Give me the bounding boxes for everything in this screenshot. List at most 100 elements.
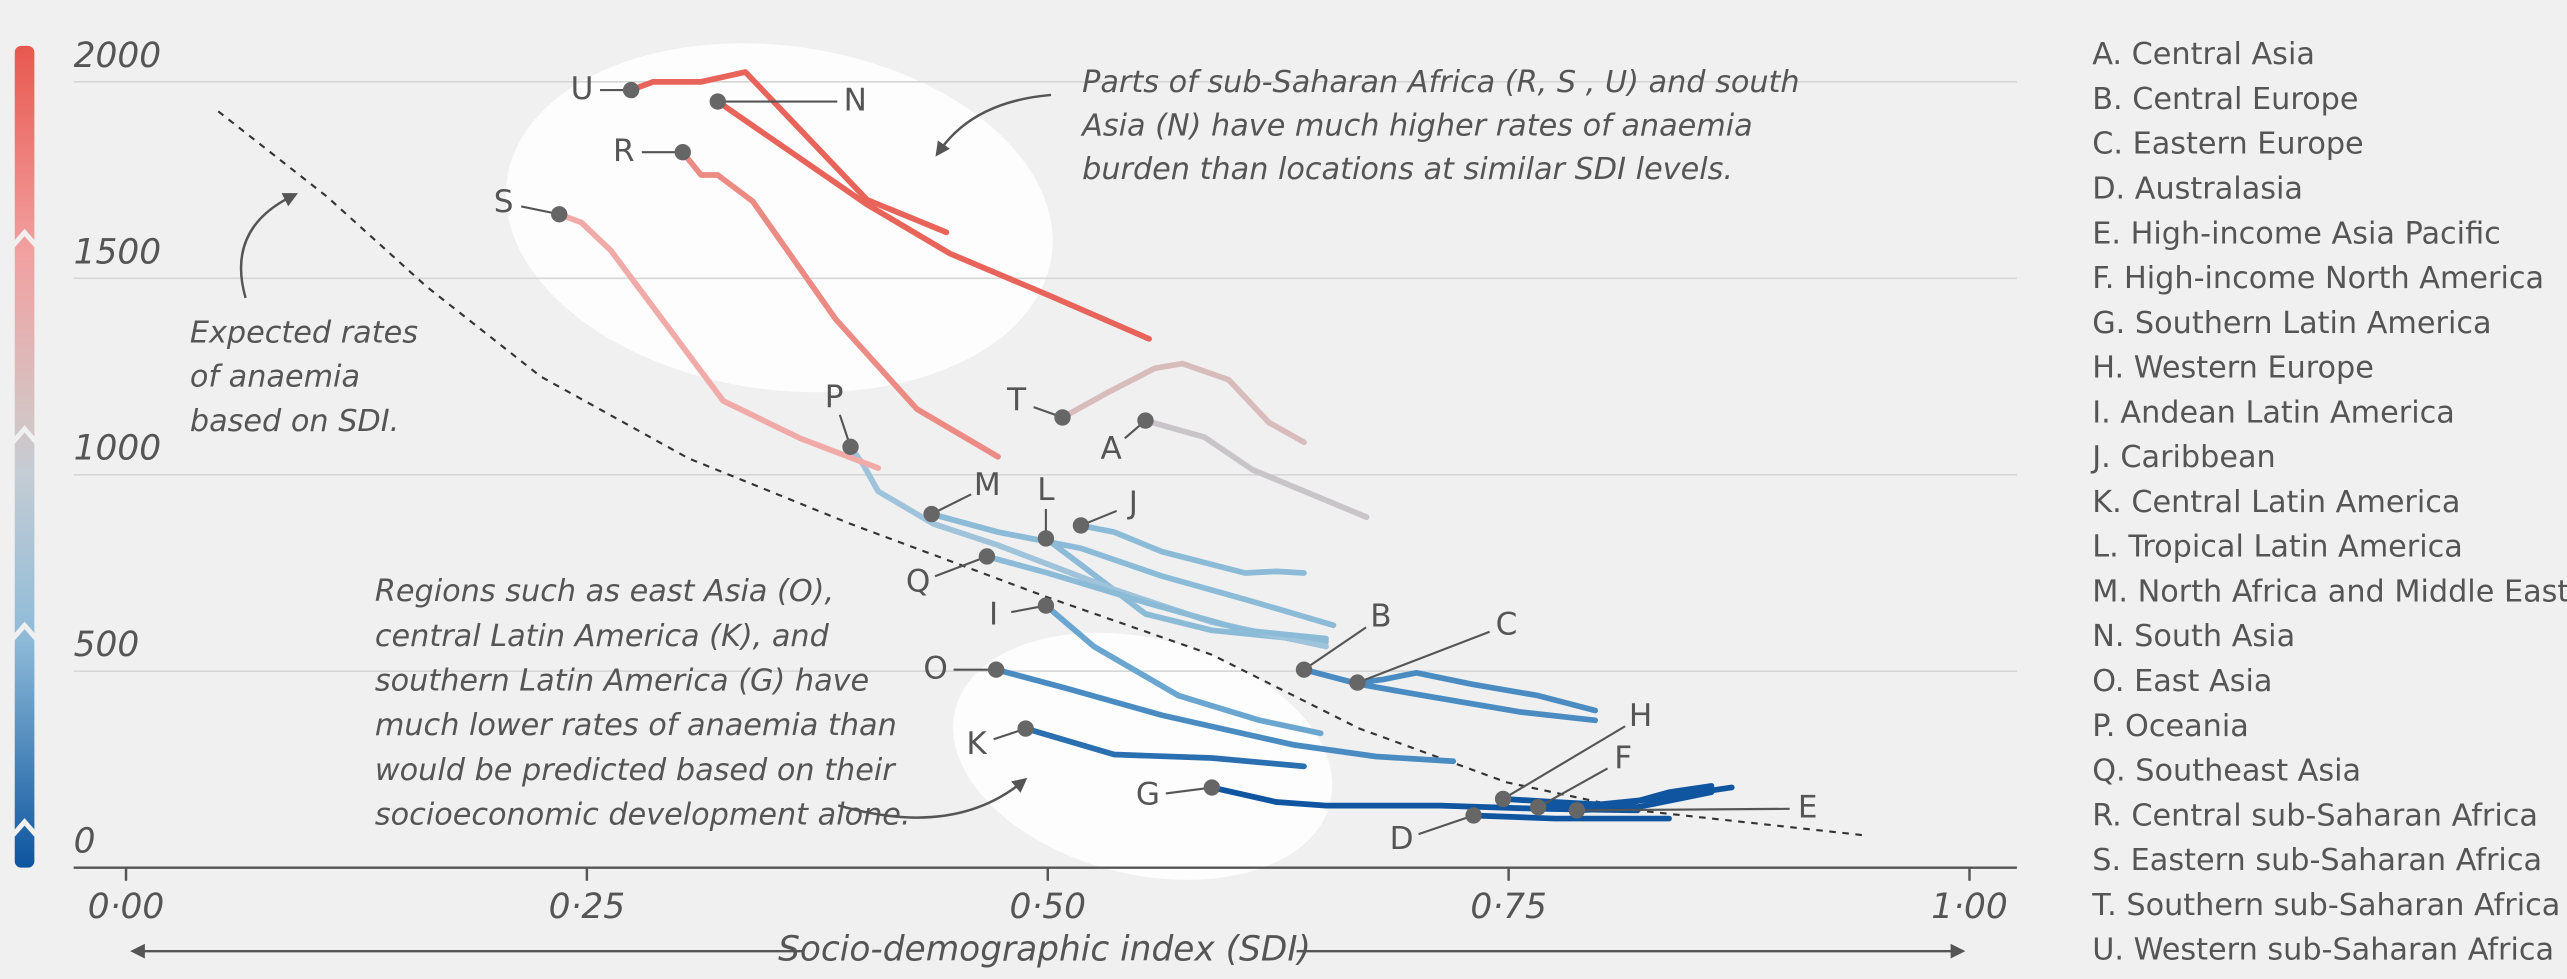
series-letter: L bbox=[1037, 472, 1055, 508]
series-line bbox=[983, 553, 1329, 642]
start-point bbox=[1072, 517, 1090, 534]
leader-line bbox=[934, 555, 988, 578]
series-line bbox=[1043, 535, 1329, 645]
annotation: central Latin America (K), and bbox=[375, 619, 830, 654]
series-letter: C bbox=[1496, 606, 1518, 642]
start-point bbox=[1494, 790, 1512, 808]
start-point bbox=[987, 661, 1005, 678]
start-point bbox=[1037, 597, 1055, 614]
x-tick-label: 0·50 bbox=[1009, 887, 1086, 927]
color-bar-chevron bbox=[11, 425, 38, 444]
legend-entry: M. North Africa and Middle East bbox=[2092, 574, 2567, 609]
background-decor bbox=[11, 43, 1333, 880]
legend-entry: H. Western Europe bbox=[2092, 351, 2374, 386]
series-letter: T bbox=[1006, 382, 1027, 418]
series-letter: B bbox=[1370, 598, 1391, 634]
start-point bbox=[551, 206, 568, 223]
legend-entry: I. Andean Latin America bbox=[2092, 395, 2455, 430]
series-line bbox=[928, 511, 1337, 629]
start-point bbox=[674, 144, 691, 161]
expected-label: Expected rates bbox=[190, 315, 418, 350]
color-bar bbox=[14, 45, 35, 868]
start-point bbox=[1568, 802, 1586, 819]
series-line bbox=[1208, 784, 1641, 814]
annotation: socioeconomic development alone. bbox=[375, 798, 911, 833]
series-line bbox=[1142, 417, 1370, 521]
series-line bbox=[1022, 725, 1307, 770]
expected-curve bbox=[217, 110, 1863, 837]
start-point bbox=[1465, 807, 1482, 824]
series-line bbox=[1354, 669, 1599, 714]
start-point bbox=[1017, 720, 1034, 737]
series-letter: S bbox=[494, 184, 514, 220]
legend-entry: D. Australasia bbox=[2092, 171, 2303, 206]
color-bar-chevron bbox=[11, 228, 38, 248]
series-letter: H bbox=[1629, 698, 1652, 734]
expected-label: of anaemia bbox=[190, 360, 360, 395]
start-point bbox=[1295, 661, 1313, 678]
legend-entry: J. Caribbean bbox=[2090, 440, 2275, 475]
annotation: much lower rates of anaemia than bbox=[375, 708, 897, 743]
legend-entry: Q. Southeast Asia bbox=[2092, 754, 2361, 789]
x-axis-label: Socio-demographic index (SDI) bbox=[778, 930, 1311, 970]
series-line bbox=[1059, 360, 1307, 446]
series-letter: F bbox=[1614, 741, 1632, 777]
series-letter: E bbox=[1798, 790, 1818, 826]
arrow bbox=[837, 777, 1028, 819]
series-line bbox=[1470, 812, 1672, 822]
legend-entry: T. Southern sub-Saharan Africa bbox=[2091, 888, 2560, 923]
series-letter: D bbox=[1390, 821, 1414, 857]
x-tick-label: 0·00 bbox=[88, 887, 165, 927]
start-point bbox=[709, 93, 726, 110]
leader-line bbox=[1537, 767, 1609, 809]
legend-entry: N. South Asia bbox=[2092, 619, 2295, 654]
series-line bbox=[679, 149, 1001, 460]
leader-line bbox=[1418, 814, 1474, 836]
legend-entry: U. Western sub-Saharan Africa bbox=[2092, 933, 2554, 968]
series-line bbox=[993, 666, 1457, 765]
legend-entry: G. Southern Latin America bbox=[2092, 306, 2491, 341]
x-tick-label: 0·25 bbox=[549, 887, 626, 927]
start-point bbox=[842, 438, 859, 456]
legend-entry: E. High-income Asia Pacific bbox=[2092, 216, 2501, 251]
series-letter: Q bbox=[906, 564, 930, 600]
legend-entry: C. Eastern Europe bbox=[2092, 127, 2363, 162]
annotation: would be predicted based on their bbox=[375, 753, 897, 788]
series-letter: M bbox=[974, 467, 1001, 503]
legend-entry: B. Central Europe bbox=[2092, 82, 2358, 117]
series-letter: P bbox=[825, 379, 844, 415]
annotation: Asia (N) have much higher rates of anaem… bbox=[1080, 108, 1753, 143]
start-point bbox=[1037, 530, 1055, 547]
legend-entry: L. Tropical Latin America bbox=[2092, 530, 2463, 565]
color-bar-chevron bbox=[11, 818, 38, 837]
start-point bbox=[1137, 412, 1154, 429]
series-line bbox=[1043, 602, 1324, 737]
legend-entry: R. Central sub-Saharan Africa bbox=[2092, 798, 2538, 833]
series-line bbox=[714, 98, 1152, 342]
series-line bbox=[628, 69, 950, 236]
expected-label: based on SDI. bbox=[190, 404, 399, 439]
legend-entry: A. Central Asia bbox=[2092, 37, 2315, 72]
annotation: Regions such as east Asia (O), bbox=[375, 574, 834, 609]
start-point bbox=[1203, 779, 1221, 796]
start-point bbox=[978, 548, 996, 565]
color-bar-chevron bbox=[11, 621, 38, 641]
annotation: burden than locations at similar SDI lev… bbox=[1082, 152, 1733, 187]
series-letter: N bbox=[844, 83, 867, 119]
legend-entry: P. Oceania bbox=[2092, 709, 2249, 744]
legend-entry: F. High-income North America bbox=[2092, 261, 2544, 296]
series-letter: A bbox=[1100, 431, 1122, 467]
start-point bbox=[1349, 674, 1366, 691]
start-point bbox=[923, 505, 940, 523]
y-tick-label: 1500 bbox=[74, 232, 161, 272]
series-letter: O bbox=[923, 651, 947, 687]
series-line bbox=[1078, 522, 1307, 576]
leader-line bbox=[1357, 630, 1491, 684]
legend-entry: S. Eastern sub-Saharan Africa bbox=[2092, 843, 2542, 878]
leader-line bbox=[1576, 807, 1790, 812]
legend-entry: K. Central Latin America bbox=[2092, 485, 2460, 520]
y-tick-label: 2000 bbox=[74, 36, 161, 76]
annotation: southern Latin America (G) have bbox=[375, 664, 869, 699]
series-letter: U bbox=[571, 71, 594, 107]
